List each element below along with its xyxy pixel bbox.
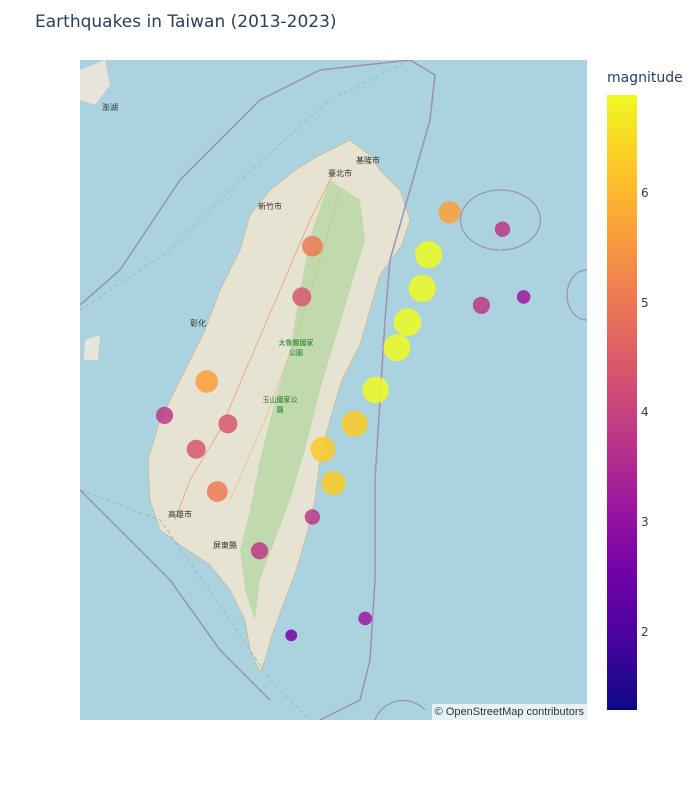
density-hotspot — [186, 439, 206, 459]
map-area[interactable]: 臺北市 基隆市 新竹市 澎湖 高雄市 屏東縣 太魯閣國家公園 玉山國家公園 彰化… — [80, 60, 587, 720]
density-hotspot — [414, 240, 443, 269]
density-hotspot — [341, 410, 368, 437]
colorbar-title: magnitude — [607, 70, 683, 86]
density-hotspot — [438, 201, 461, 224]
density-hotspot — [383, 334, 411, 362]
density-hotspot — [206, 481, 228, 502]
density-hotspot — [516, 290, 531, 304]
density-hotspot — [155, 406, 174, 424]
colorbar-tick-label: 3 — [641, 515, 649, 530]
place-label-penghu: 澎湖 — [102, 103, 118, 112]
place-label-keelung: 基隆市 — [356, 156, 380, 165]
map-attribution[interactable]: © OpenStreetMap contributors — [431, 704, 587, 720]
density-hotspot — [285, 629, 298, 642]
place-label-yushan: 玉山國家公園 — [262, 396, 298, 414]
place-label-kaohsiung: 高雄市 — [168, 510, 192, 519]
place-label-taipei: 臺北市 — [328, 169, 352, 178]
density-hotspot — [195, 370, 219, 393]
density-hotspot — [362, 376, 390, 404]
density-hotspot — [472, 296, 490, 314]
density-hotspot — [310, 436, 336, 462]
density-hotspot — [393, 308, 422, 337]
density-hotspot — [304, 509, 321, 525]
density-hotspot — [301, 235, 323, 257]
place-label-hsinchu: 新竹市 — [258, 202, 282, 211]
density-hotspot — [250, 542, 269, 560]
earthquake-density-layer — [155, 201, 531, 642]
density-hotspot — [321, 470, 346, 496]
place-label-changhua: 彰化 — [190, 319, 206, 328]
density-hotspot — [358, 611, 372, 626]
colorbar — [607, 95, 637, 710]
density-hotspot — [218, 414, 238, 434]
base-map — [80, 60, 587, 720]
colorbar-tick-label: 5 — [641, 295, 649, 310]
place-label-pingtung: 屏東縣 — [213, 541, 237, 550]
colorbar-tick-label: 4 — [641, 405, 649, 420]
density-hotspot — [494, 221, 511, 237]
density-hotspot — [408, 274, 436, 303]
density-hotspot — [292, 287, 312, 307]
place-label-taroko: 太魯閣國家公園 — [278, 339, 314, 357]
colorbar-tick-label: 6 — [641, 185, 649, 200]
colorbar-tick-label: 2 — [641, 625, 649, 640]
chart-title: Earthquakes in Taiwan (2013-2023) — [35, 12, 337, 32]
